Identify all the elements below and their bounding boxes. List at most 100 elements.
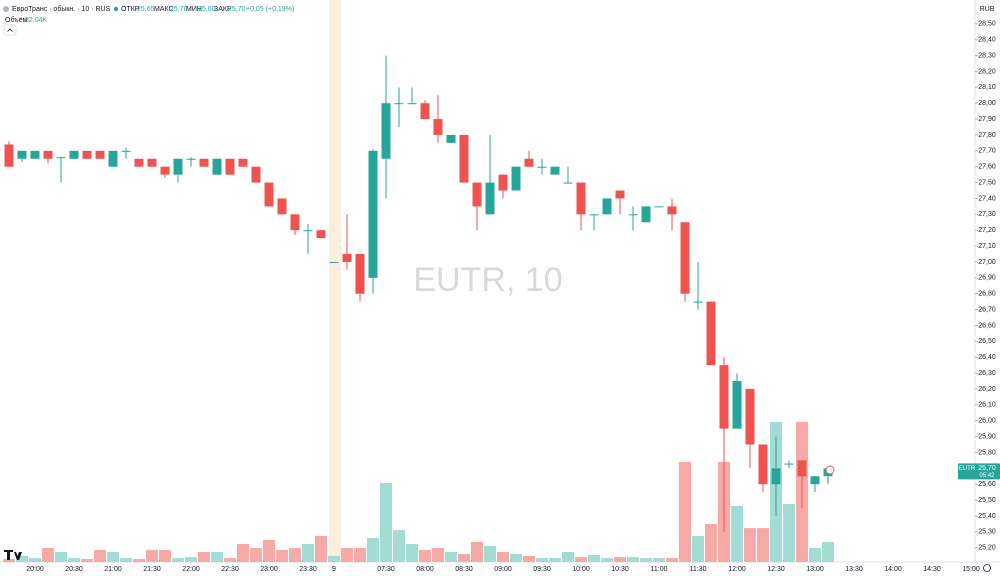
volume-bar	[705, 523, 717, 562]
y-tick-label: 25,50	[978, 497, 996, 504]
candle-body	[745, 388, 755, 445]
candle-body	[43, 150, 53, 159]
high-value: 25,70	[170, 6, 188, 13]
candle-body	[394, 103, 404, 105]
y-tick-label: 28,20	[978, 68, 996, 75]
candle-body	[771, 468, 781, 485]
candle-body	[485, 182, 495, 215]
candle-body	[758, 444, 768, 485]
volume-bar	[211, 551, 223, 562]
y-tick-label: 26,30	[978, 370, 996, 377]
candle-body	[524, 158, 534, 167]
volume-bar	[536, 558, 548, 562]
volume-bar	[94, 550, 106, 562]
x-tick-label: 21:30	[143, 566, 161, 573]
close-value: 25,70	[228, 6, 246, 13]
currency[interactable]: RUB	[980, 6, 995, 13]
price-tag-price: 25,70	[978, 465, 996, 472]
volume-bar	[224, 558, 236, 562]
x-tick-label: 22:00	[182, 566, 200, 573]
candle-body	[199, 158, 209, 167]
volume-bar	[315, 535, 327, 562]
volume-bar	[237, 543, 249, 562]
y-tick-label: 27,70	[978, 148, 996, 155]
x-tick-label: 08:30	[455, 566, 473, 573]
x-tick-label: 13:30	[845, 566, 863, 573]
candle-body	[576, 182, 586, 215]
y-tick-label: 28,00	[978, 100, 996, 107]
candle-body	[173, 158, 183, 175]
candle-body	[69, 150, 79, 159]
symbol-icon	[3, 6, 9, 12]
volume-bar	[276, 550, 288, 562]
candle-body	[446, 134, 456, 143]
watermark: EUTR, 10	[413, 261, 562, 299]
candle-body	[381, 103, 391, 159]
header: ЕвроТранс · обыкн. · 10 · RUS ОТКР 25,65…	[3, 5, 294, 36]
y-tick-label: 27,80	[978, 132, 996, 139]
y-tick-label: 25,60	[978, 481, 996, 488]
x-tick-label: 22:30	[221, 566, 239, 573]
candle-body	[537, 166, 547, 168]
y-tick-label: 26,40	[978, 354, 996, 361]
volume-bar	[380, 482, 392, 562]
volume-bar	[562, 551, 574, 562]
logo[interactable]	[4, 550, 22, 560]
settings-button[interactable]	[983, 564, 991, 572]
open-value: 25,65	[137, 6, 155, 13]
candle-body	[30, 150, 40, 159]
volume-bar	[68, 558, 80, 562]
volume-bar	[640, 558, 652, 562]
candle-body	[290, 214, 300, 231]
volume-bar	[497, 551, 509, 562]
y-tick-label: 27,20	[978, 227, 996, 234]
high-label: МАКС	[154, 6, 174, 13]
volume-bar	[809, 548, 821, 562]
y-tick-label: 26,20	[978, 386, 996, 393]
y-tick-label: 28,30	[978, 52, 996, 59]
candle-body	[160, 166, 170, 175]
y-tick-label: 27,00	[978, 259, 996, 266]
volume-bar	[549, 558, 561, 562]
x-tick-label: 09:30	[533, 566, 551, 573]
volume-bar	[172, 558, 184, 562]
candle-body	[511, 166, 521, 191]
volume-bar	[510, 553, 522, 562]
candle-body	[654, 206, 664, 208]
candle-body	[316, 230, 326, 239]
candle-body	[368, 150, 378, 278]
volume-bar	[250, 548, 262, 562]
y-tick-label: 25,80	[978, 449, 996, 456]
collapse-button[interactable]	[3, 24, 17, 36]
volume-bar	[601, 558, 613, 562]
alert-marker[interactable]	[825, 465, 835, 475]
y-tick-label: 26,70	[978, 306, 996, 313]
volume-bar	[3, 559, 15, 562]
candle-body	[238, 158, 248, 167]
volume-bar	[783, 503, 795, 562]
volume-label: Объём	[5, 16, 27, 24]
candle-body	[784, 463, 794, 465]
price-tag-countdown: 05:42	[979, 473, 995, 479]
x-tick-label: 13:00	[806, 566, 824, 573]
volume-bar	[614, 557, 626, 562]
volume-bar	[432, 548, 444, 562]
volume-bar	[159, 550, 171, 562]
candle-body	[550, 166, 560, 175]
x-tick-label: 20:00	[26, 566, 44, 573]
y-tick-label: 26,60	[978, 322, 996, 329]
volume-bar	[367, 538, 379, 562]
volume-bar	[627, 557, 639, 562]
session-break	[329, 0, 341, 562]
candle-body	[667, 206, 677, 215]
volume-bar	[16, 555, 28, 562]
volume-bar	[107, 551, 119, 562]
plot: 28,50 28,40 28,30 28,20 28,10 28,00 27,90 27,80…	[3, 21, 996, 573]
volume-bar	[120, 558, 132, 562]
candle-body	[693, 301, 703, 303]
volume-bar	[289, 548, 301, 562]
y-tick-label: 26,80	[978, 291, 996, 298]
low-label: МИН	[186, 6, 202, 13]
x-tick-label: 15:00	[962, 566, 980, 573]
